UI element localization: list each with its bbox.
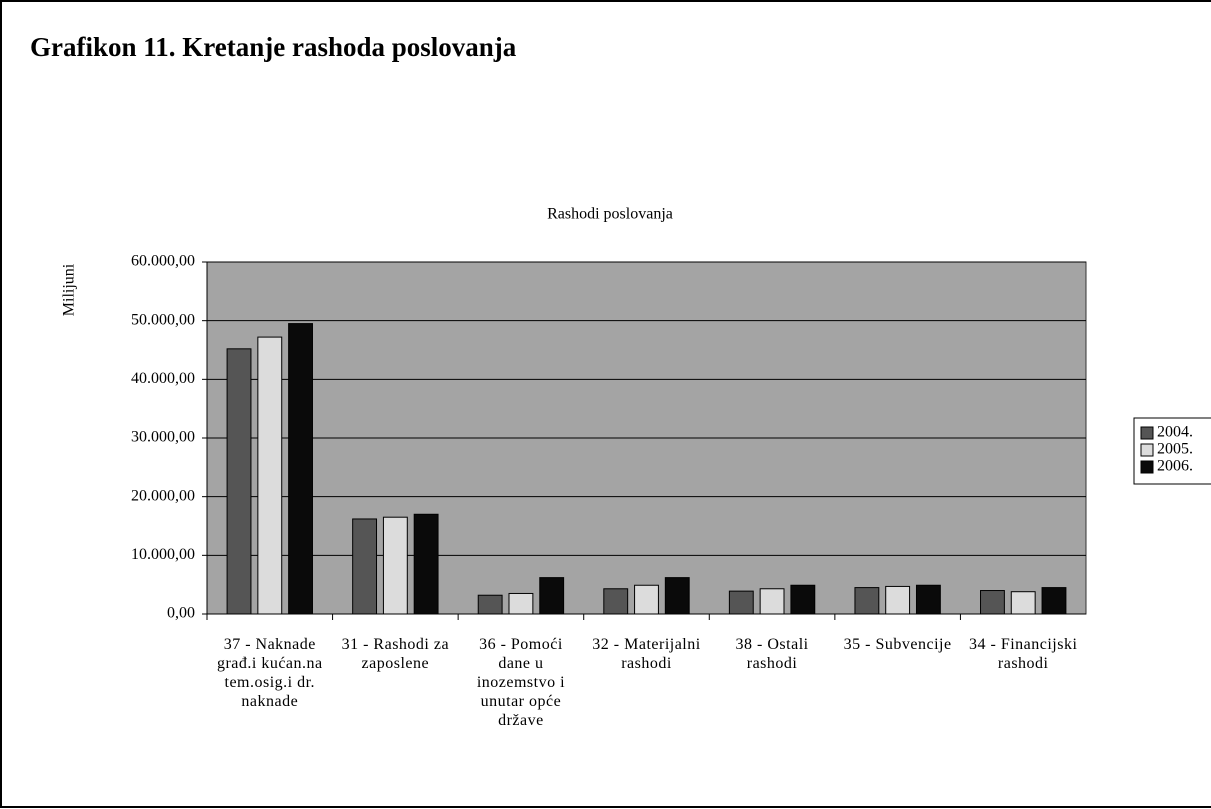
- x-tick-label: 32 - Materijalni rashodi: [592, 636, 701, 672]
- legend-swatch: [1140, 426, 1154, 440]
- x-tick-label: 36 - Pomoći dane u inozemstvo i unutar o…: [476, 636, 566, 729]
- bar: [603, 588, 629, 615]
- bar: [915, 584, 941, 615]
- y-tick-label: 50.000,00: [131, 311, 195, 328]
- bar: [413, 513, 439, 615]
- heading: Grafikon 11. Kretanje rashoda poslovanja: [30, 32, 517, 62]
- bar: [634, 584, 659, 615]
- y-tick-label: 30.000,00: [131, 429, 195, 446]
- legend-label: 2004.: [1157, 424, 1193, 441]
- legend-swatch: [1140, 460, 1154, 474]
- bar: [1010, 591, 1036, 615]
- chart-title: Rashodi poslovanja: [547, 206, 673, 223]
- bar: [288, 323, 313, 615]
- x-tick-label: 34 - Financijski rashodi: [968, 636, 1078, 672]
- bar: [759, 588, 785, 615]
- legend-label: 2005.: [1157, 441, 1193, 458]
- x-tick-label: 37 - Naknade građ.i kućan.na tem.osig.i …: [216, 636, 323, 710]
- bar: [477, 594, 503, 615]
- bar: [980, 590, 1005, 615]
- bar: [885, 585, 911, 615]
- bar: [226, 348, 252, 615]
- y-tick-label: 10.000,00: [131, 546, 195, 563]
- bar: [352, 518, 378, 615]
- bar: [854, 587, 880, 615]
- x-tick-label: 35 - Subvencije: [843, 636, 952, 653]
- y-tick-label: 20.000,00: [131, 487, 195, 504]
- y-tick-label: 60.000,00: [131, 253, 195, 270]
- legend-label: 2006.: [1157, 458, 1193, 475]
- y-tick-label: 40.000,00: [131, 370, 195, 387]
- bar: [728, 590, 754, 615]
- y-tick-label: 0,00: [167, 605, 195, 622]
- x-tick-label: 38 - Ostali rashodi: [735, 636, 809, 672]
- bar: [508, 592, 534, 615]
- bar: [382, 516, 408, 615]
- legend-swatch: [1140, 443, 1154, 457]
- x-tick-label: 31 - Rashodi za zaposlene: [341, 636, 450, 672]
- y-axis-label: Milijuni: [61, 263, 78, 316]
- bar: [664, 577, 690, 615]
- bar: [1041, 587, 1067, 615]
- bar: [539, 577, 565, 615]
- bar: [790, 584, 816, 615]
- bar: [257, 336, 283, 615]
